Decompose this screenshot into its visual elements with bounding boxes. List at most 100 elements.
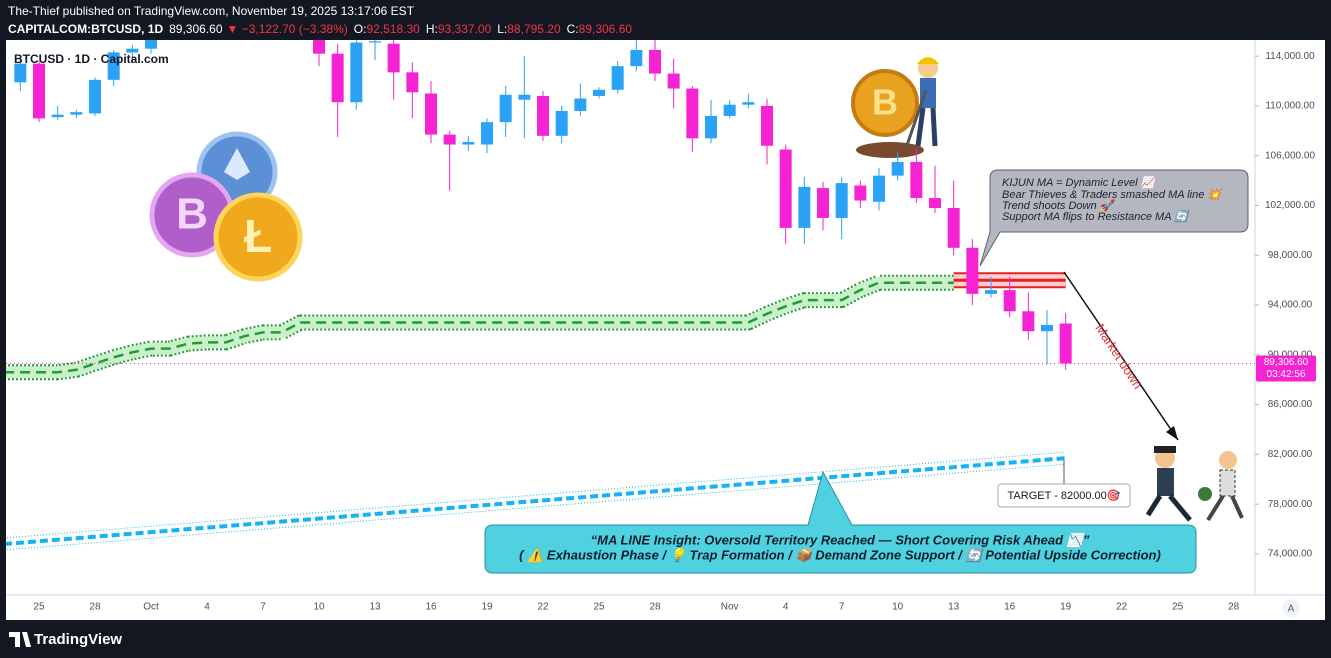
candle-body <box>873 175 886 202</box>
scale-button[interactable] <box>1282 599 1300 617</box>
low-key: L: <box>497 22 507 36</box>
candle-body <box>817 188 830 218</box>
candle-body <box>835 183 848 218</box>
price: 89,306.60 <box>169 22 223 36</box>
candle-body <box>910 161 923 199</box>
candle-body <box>611 66 624 90</box>
callout-line: Bear Thieves & Traders smashed MA line 💥 <box>1002 188 1223 201</box>
x-tick-label: 25 <box>33 602 45 613</box>
candle-body <box>630 49 643 67</box>
candle-body <box>443 134 456 145</box>
candle-body <box>88 79 101 114</box>
target-label: TARGET - 82000.00🎯 <box>1008 489 1121 502</box>
chart-legend: BTCUSD · 1D · Capital.com <box>14 52 169 66</box>
miner-body <box>920 78 936 108</box>
y-tick-label: 90,000.00 <box>1268 349 1313 360</box>
close-key: C: <box>567 22 579 36</box>
candle-body <box>574 98 587 111</box>
candle-body <box>144 40 157 49</box>
candle-body <box>649 49 662 74</box>
arrow-head <box>1166 426 1178 440</box>
scale-button-label[interactable]: A <box>1288 604 1295 615</box>
miner-leg <box>915 107 926 147</box>
x-tick-label: 4 <box>783 602 789 613</box>
candle-body <box>369 41 382 43</box>
candle-body <box>686 88 699 139</box>
low-value: 88,795.20 <box>507 22 561 36</box>
insight-box <box>484 470 1197 574</box>
candle-body <box>929 198 942 208</box>
x-tick-label: 16 <box>425 602 437 613</box>
x-tick-label: 10 <box>892 602 904 613</box>
candle-body <box>51 114 64 118</box>
cop-cap <box>1154 446 1176 453</box>
countdown-label: 03:42:56 <box>1267 369 1306 380</box>
x-tick-label: 25 <box>593 602 605 613</box>
open-value: 92,518.30 <box>366 22 420 36</box>
x-tick-label: 4 <box>204 602 210 613</box>
candle-body <box>387 43 400 73</box>
cop-body <box>1157 468 1174 496</box>
thieves-illustration <box>1145 446 1244 522</box>
x-tick-label: 13 <box>369 602 381 613</box>
callout-line: KIJUN MA = Dynamic Level 📈 <box>1002 176 1157 189</box>
candle-body <box>462 142 475 145</box>
candle-body <box>761 105 774 146</box>
symbol: CAPITALCOM:BTCUSD, 1D <box>8 22 163 36</box>
callout-line: Support MA flips to Resistance MA 🔄 <box>1002 210 1190 223</box>
btc-logo: B <box>176 190 208 239</box>
plot-area: B Ł B <box>6 40 1255 551</box>
insight-line: “MA LINE Insight: Oversold Territory Rea… <box>591 532 1090 547</box>
change: ▼ −3,122.70 (−3.38%) <box>227 22 348 36</box>
cop-leg <box>1168 494 1192 522</box>
x-tick-label: 19 <box>481 602 493 613</box>
x-tick-label: 19 <box>1060 602 1072 613</box>
candle-body <box>32 63 45 119</box>
gold-bitcoin-logo: B <box>872 82 898 123</box>
thief-head <box>1219 451 1237 469</box>
candle-body <box>891 161 904 176</box>
candle-body <box>1022 311 1035 332</box>
candle-body <box>481 122 494 145</box>
x-tick-label: 7 <box>260 602 266 613</box>
ltc-coin <box>213 192 303 282</box>
x-tick-label: 16 <box>1004 602 1016 613</box>
candle-body <box>555 110 568 136</box>
ma-line <box>6 281 954 374</box>
high-value: 93,337.00 <box>438 22 492 36</box>
y-tick-label: 110,000.00 <box>1265 101 1315 112</box>
y-tick-label: 98,000.00 <box>1268 250 1313 261</box>
trend-line <box>6 456 1066 546</box>
candle-body <box>518 94 531 100</box>
candle-body <box>779 149 792 228</box>
candle-body <box>742 102 755 105</box>
insight-line: ( ⚠️ Exhaustion Phase / 💡 Trap Formation… <box>519 547 1161 562</box>
trend-band-edge <box>6 451 1066 539</box>
candle-body <box>723 104 736 116</box>
y-tick-label: 78,000.00 <box>1268 499 1313 510</box>
y-tick-label: 114,000.00 <box>1265 51 1315 62</box>
thief-leg <box>1230 495 1244 519</box>
callout-box <box>979 169 1249 267</box>
publisher-line: The-Thief published on TradingView.com, … <box>8 4 415 18</box>
candle-body <box>1003 290 1016 312</box>
x-tick-label: 7 <box>839 602 845 613</box>
candle-body <box>499 94 512 123</box>
x-tick-label: 10 <box>313 602 325 613</box>
candle-body <box>854 185 867 201</box>
symbol-line: CAPITALCOM:BTCUSD, 1D 89,306.60 ▼ −3,122.7… <box>8 22 632 36</box>
candle-body <box>667 73 680 89</box>
y-tick-label: 86,000.00 <box>1268 399 1313 410</box>
candle-body <box>1041 324 1054 332</box>
thief-body <box>1219 469 1236 497</box>
miner-helmet <box>917 57 939 64</box>
x-tick-label: 22 <box>537 602 549 613</box>
brand: TradingView <box>34 631 122 648</box>
last-price-label: 89,306.60 <box>1264 357 1309 368</box>
candle-body <box>947 207 960 248</box>
candle-body <box>14 63 27 83</box>
callout-line: Trend shoots Down 🚀 <box>1002 199 1116 212</box>
ltc-logo: Ł <box>244 210 272 262</box>
candle-body <box>537 95 550 136</box>
